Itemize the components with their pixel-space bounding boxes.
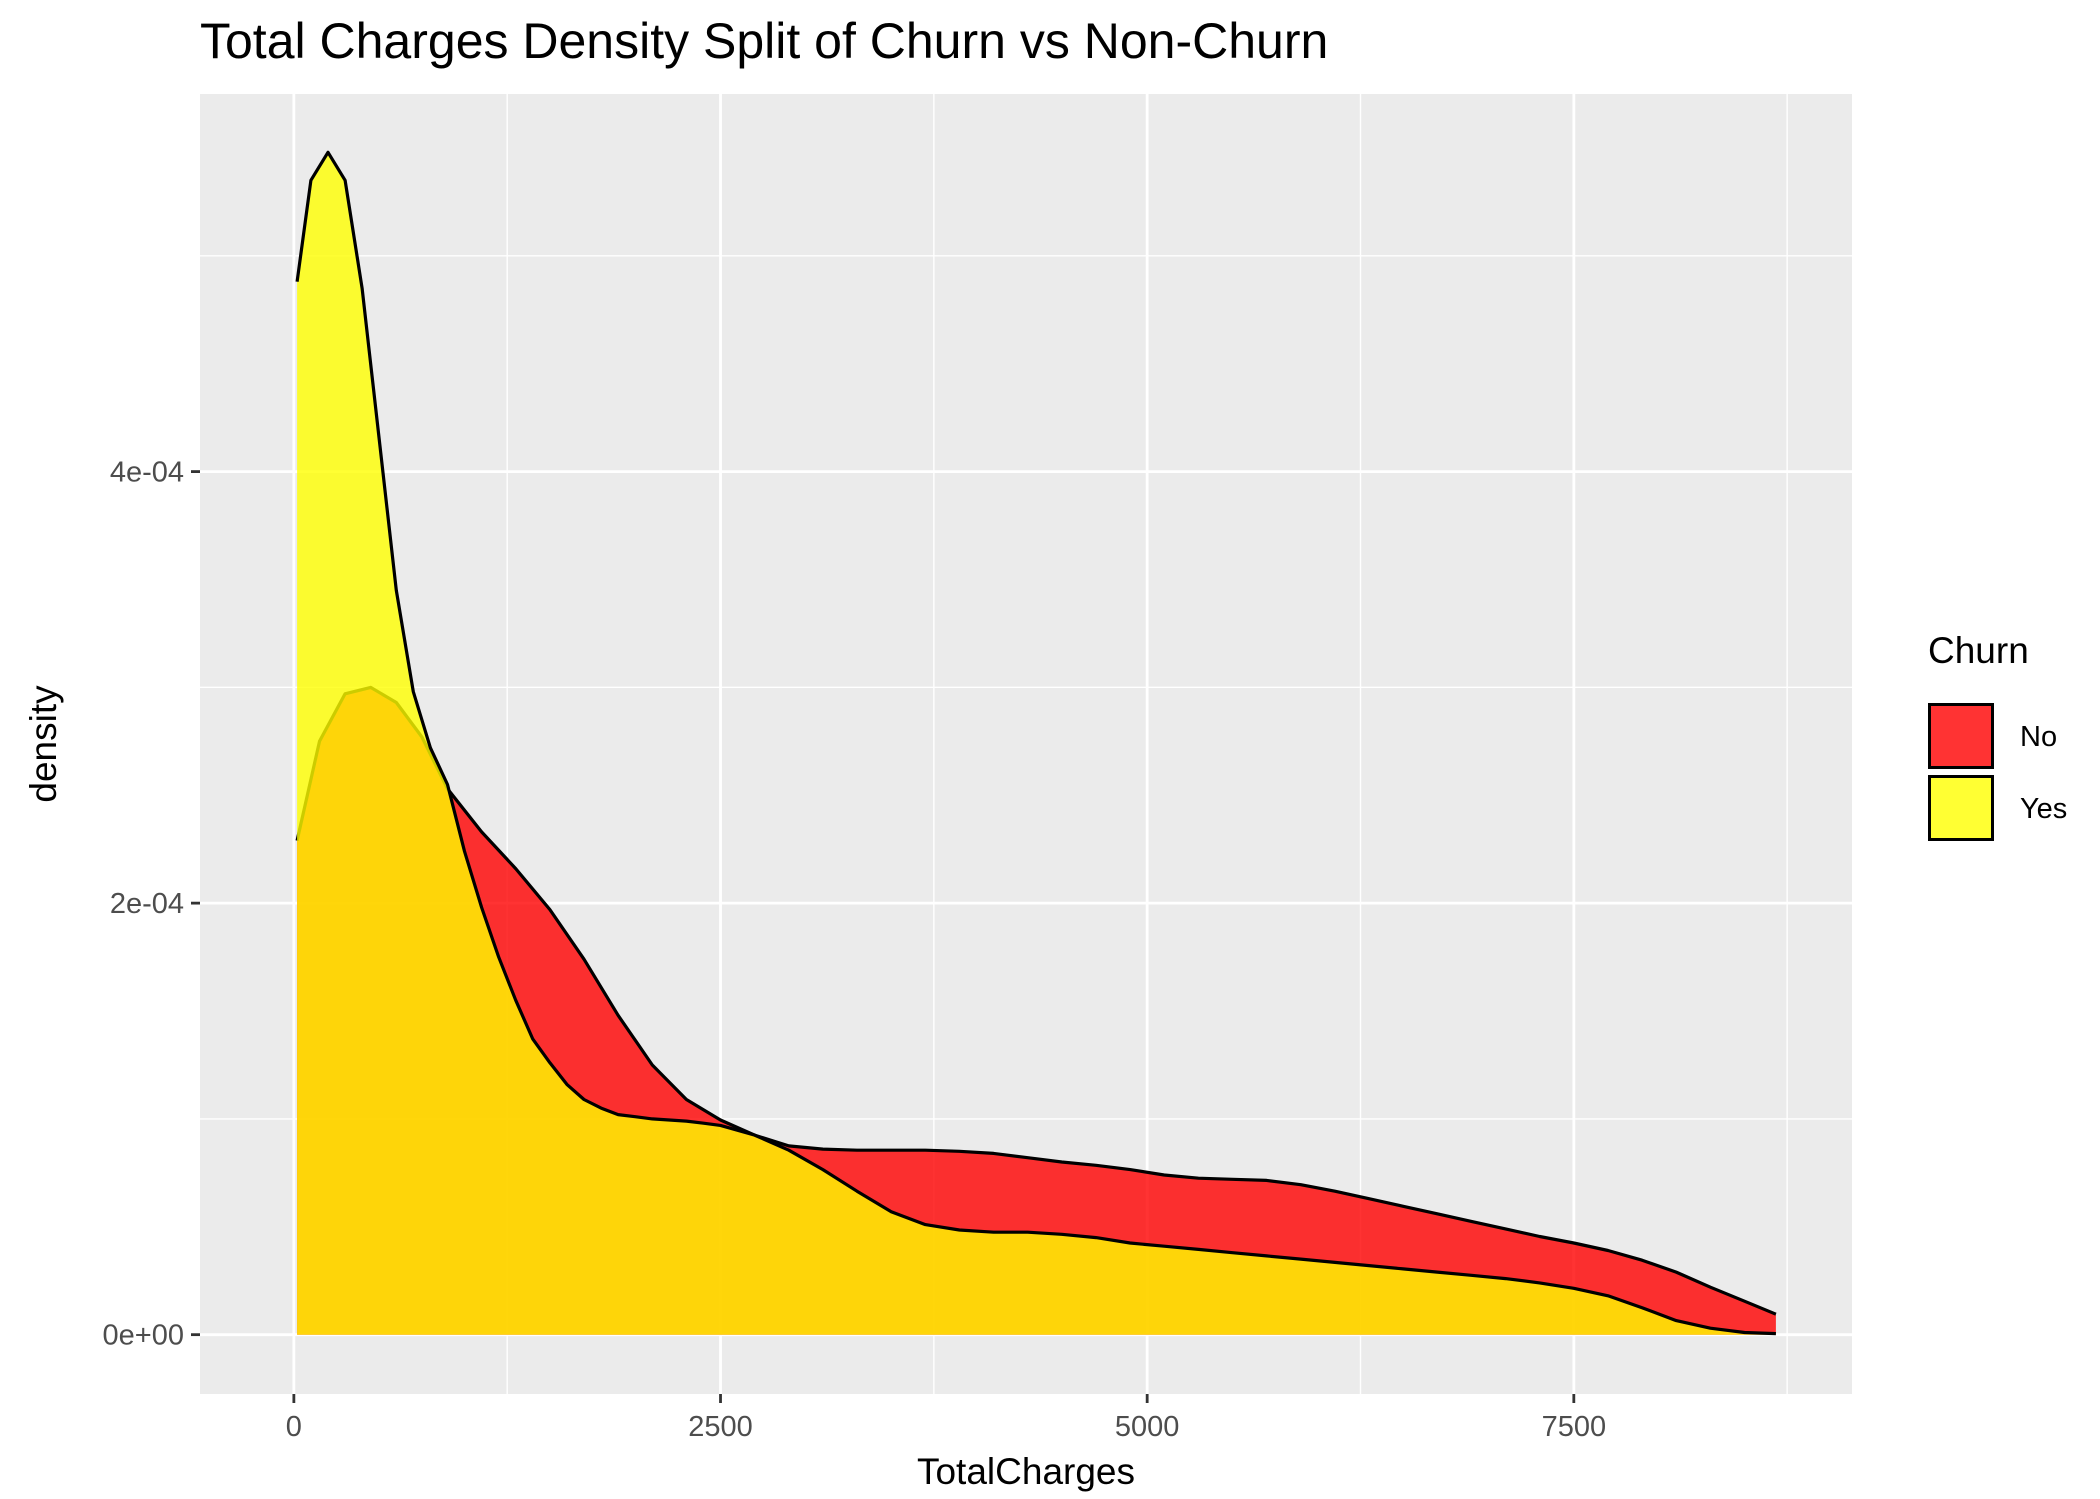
- legend-label-no: No: [2020, 721, 2057, 753]
- x-axis-label: TotalCharges: [917, 1451, 1135, 1492]
- x-tick-label-0: 0: [286, 1411, 302, 1443]
- x-tick-label-1: 2500: [688, 1411, 753, 1443]
- legend-items: No Yes: [1928, 703, 2067, 841]
- legend-title: Churn: [1928, 630, 2029, 671]
- density-areas: [295, 150, 1777, 1336]
- legend-key-no: [1928, 703, 1994, 769]
- density-area-yes: [297, 152, 1776, 1335]
- legend-key-yes: [1928, 775, 1994, 841]
- legend: Churn No Yes: [1928, 630, 2067, 841]
- x-tick-label-2: 5000: [1115, 1411, 1180, 1443]
- y-tick-label-0: 0e+00: [103, 1320, 184, 1352]
- density-outline-yes: [295, 150, 1776, 1336]
- density-outline-no: [295, 685, 1777, 1316]
- x-tick-label-3: 7500: [1542, 1411, 1607, 1443]
- chart-title: Total Charges Density Split of Churn vs …: [200, 13, 1328, 69]
- y-tick-label-2: 4e-04: [110, 457, 184, 489]
- y-axis-label: density: [23, 685, 64, 803]
- x-axis: 0 2500 5000 7500: [286, 1394, 1606, 1443]
- y-axis: 0e+00 2e-04 4e-04: [103, 457, 200, 1352]
- legend-label-yes: Yes: [2020, 793, 2067, 825]
- y-tick-label-1: 2e-04: [110, 888, 184, 920]
